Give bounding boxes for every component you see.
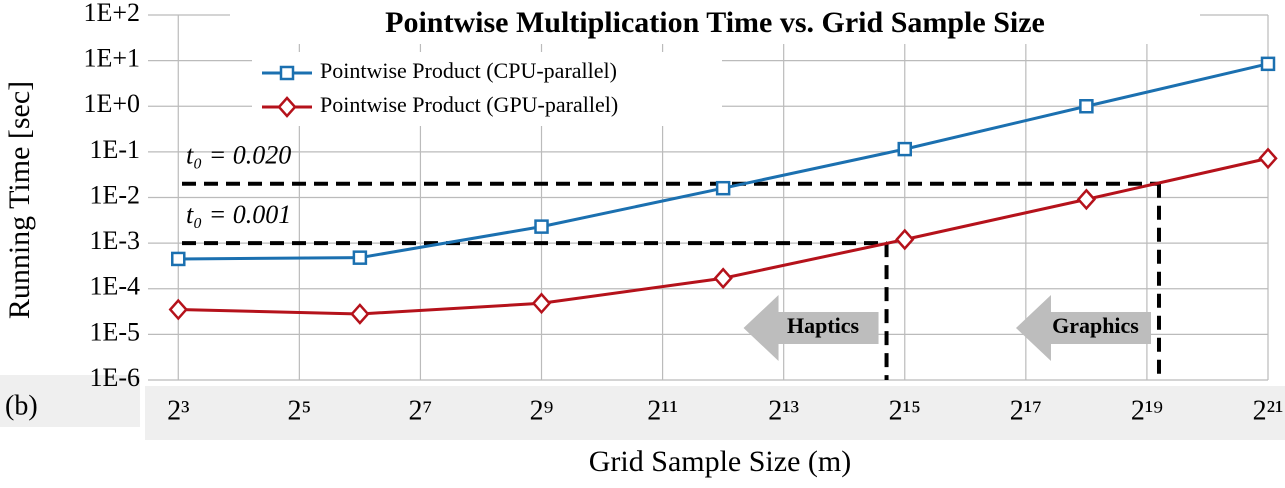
legend-label: Pointwise Product (GPU-parallel) xyxy=(320,92,618,117)
legend-label: Pointwise Product (CPU-parallel) xyxy=(320,58,617,83)
legend-marker xyxy=(277,96,297,118)
x-tick-label: 2¹⁵ xyxy=(889,395,921,426)
point xyxy=(350,303,370,325)
y-tick-label: 1E+2 xyxy=(83,0,140,27)
x-tick-label: 2¹¹ xyxy=(647,395,678,426)
panel-label: (b) xyxy=(5,390,38,421)
point xyxy=(895,228,915,251)
point xyxy=(171,251,186,267)
x-tick-label: 2⁵ xyxy=(287,395,311,426)
x-tick-label: 2¹⁷ xyxy=(1010,395,1042,426)
region-label: Haptics xyxy=(787,313,860,338)
y-tick-label: 1E+0 xyxy=(83,89,140,118)
x-axis-title: Grid Sample Size (m) xyxy=(589,445,851,478)
lines xyxy=(168,56,1278,325)
title-bg xyxy=(230,4,1200,44)
chart-title: Pointwise Multiplication Time vs. Grid S… xyxy=(385,6,1045,39)
panel-label-bg xyxy=(0,375,140,427)
y-tick-label: 1E+1 xyxy=(83,44,140,73)
x-tick-label: 2¹⁹ xyxy=(1131,395,1163,426)
reference-lines: t₀ = 0.020 Graphics t₀ = 0.001 Haptics xyxy=(182,141,1161,380)
point xyxy=(715,180,731,196)
y-axis-title: Running Time [sec] xyxy=(3,81,36,319)
x-tick-label: 2⁷ xyxy=(409,395,433,426)
x-tick-label: 2⁹ xyxy=(530,395,554,426)
point xyxy=(352,250,368,265)
point xyxy=(1076,188,1097,211)
y-tick-label: 1E-1 xyxy=(89,135,140,164)
x-tick-label: 2³ xyxy=(167,395,189,426)
y-tick-label: 1E-6 xyxy=(89,363,140,392)
point xyxy=(168,298,188,321)
point xyxy=(713,267,733,290)
x-tick-label: 2¹³ xyxy=(768,395,799,426)
threshold-label: t₀ = 0.001 xyxy=(186,200,291,229)
point xyxy=(534,219,549,234)
point xyxy=(531,292,552,315)
x-tick-label: 2²¹ xyxy=(1253,395,1284,426)
region-arrow xyxy=(743,295,879,361)
point xyxy=(1079,99,1094,114)
region-arrow xyxy=(1015,295,1151,361)
point xyxy=(1260,56,1276,72)
y-tick-label: 1E-5 xyxy=(89,317,140,346)
legend: Pointwise Product (CPU-parallel) Pointwis… xyxy=(262,58,618,118)
y-tick-label: 1E-2 xyxy=(89,180,140,209)
y-tick-label: 1E-4 xyxy=(89,272,140,301)
point xyxy=(1258,147,1278,170)
y-tick-label: 1E-3 xyxy=(89,226,140,255)
region-label: Graphics xyxy=(1052,313,1139,338)
x-axis-band xyxy=(145,386,1285,440)
threshold-label: t₀ = 0.020 xyxy=(186,141,291,170)
point xyxy=(897,141,913,157)
legend-bg xyxy=(252,52,722,126)
legend-marker xyxy=(279,65,295,81)
